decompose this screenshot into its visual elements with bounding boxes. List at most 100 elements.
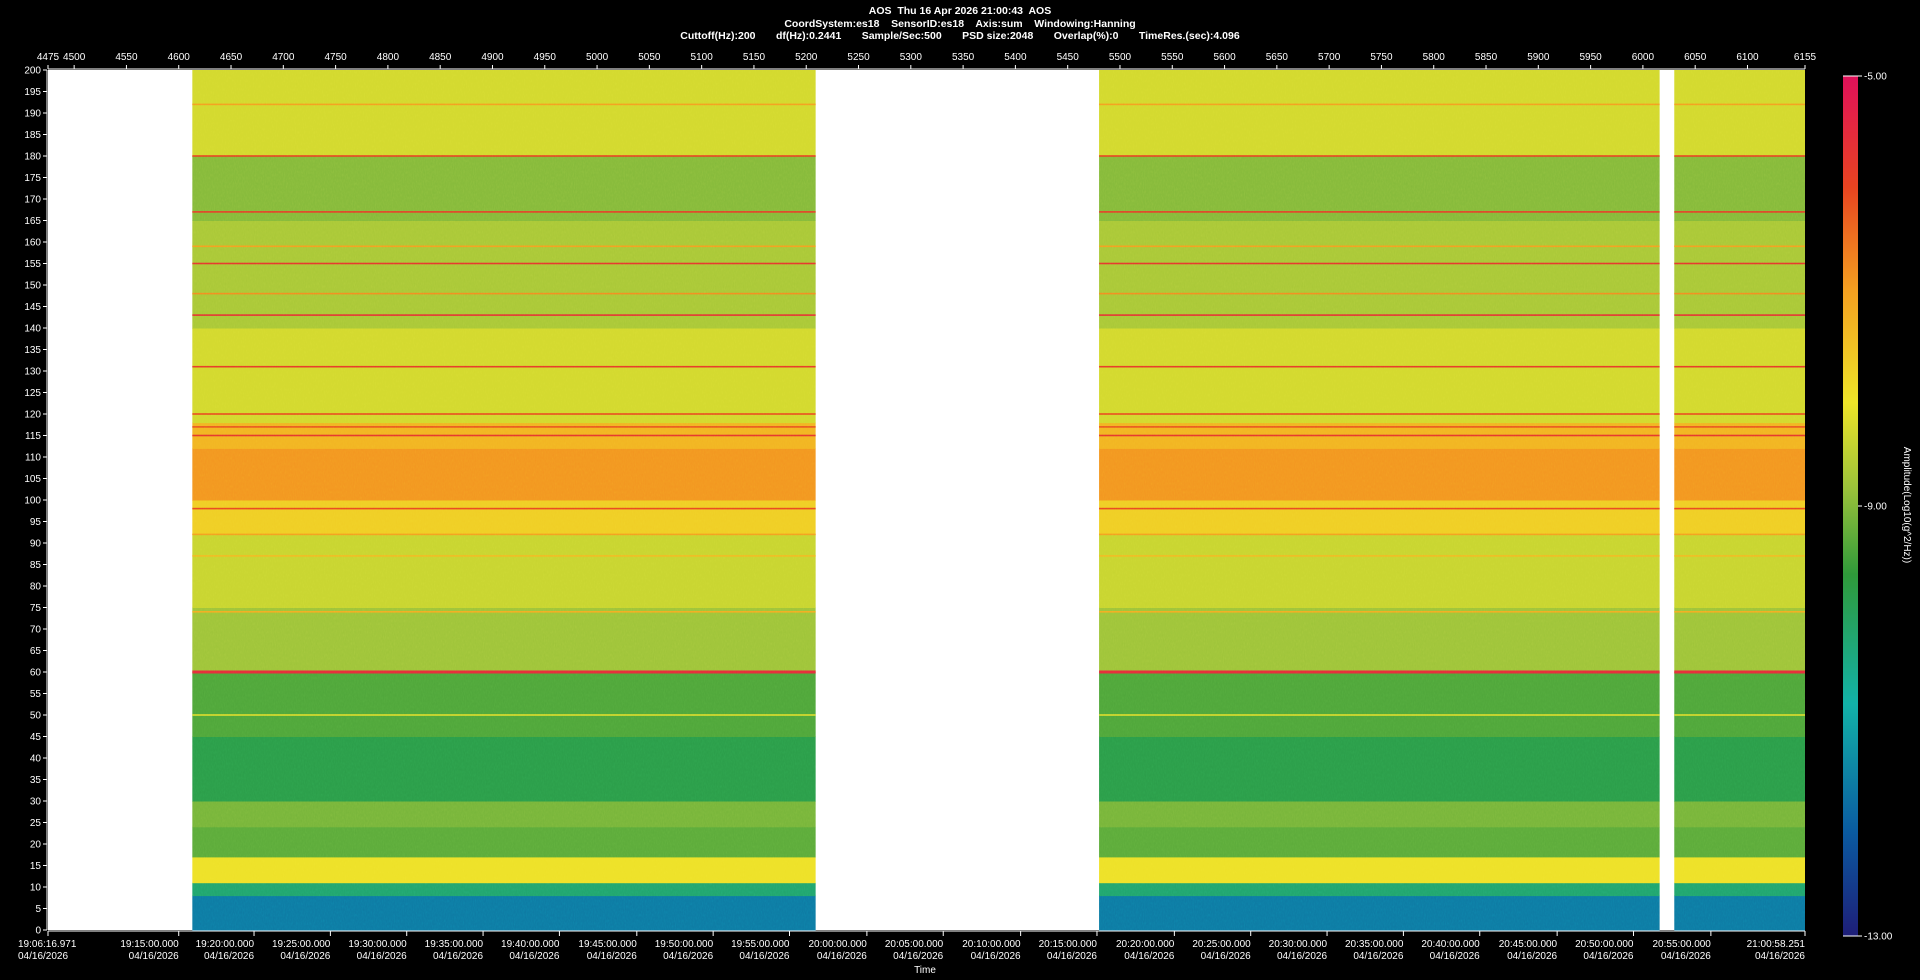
- y-tick-label: 100: [24, 496, 41, 507]
- top-tick-label: 5100: [691, 52, 714, 63]
- top-tick-label: 4800: [377, 52, 400, 63]
- x-tick-time: 19:45:00.000: [578, 939, 637, 950]
- data-segment: [1099, 70, 1660, 931]
- y-tick-label: 95: [30, 517, 42, 528]
- y-tick-label: 50: [30, 711, 42, 722]
- top-tick-label: 4650: [220, 52, 243, 63]
- x-tick-date: 04/16/2026: [1201, 951, 1251, 962]
- x-tick-time: 19:20:00.000: [196, 939, 255, 950]
- y-tick-label: 90: [30, 539, 42, 550]
- x-tick-date: 04/16/2026: [509, 951, 559, 962]
- y-tick-label: 75: [30, 603, 42, 614]
- top-tick-label: 4850: [429, 52, 452, 63]
- x-tick-date: 04/16/2026: [204, 951, 254, 962]
- x-tick-date: 04/16/2026: [18, 951, 68, 962]
- top-tick-label: 5900: [1527, 52, 1550, 63]
- y-tick-label: 190: [24, 109, 41, 120]
- x-tick-date: 04/16/2026: [1047, 951, 1097, 962]
- x-tick-date: 04/16/2026: [1124, 951, 1174, 962]
- x-tick-date: 04/16/2026: [1661, 951, 1711, 962]
- y-tick-label: 40: [30, 754, 42, 765]
- x-tick-time: 20:05:00.000: [885, 939, 944, 950]
- x-tick-date: 04/16/2026: [129, 951, 179, 962]
- y-tick-label: 125: [24, 388, 41, 399]
- noise-texture: [1099, 70, 1660, 930]
- top-tick-label: 4750: [324, 52, 347, 63]
- y-tick-label: 10: [30, 883, 42, 894]
- x-tick-date: 04/16/2026: [1353, 951, 1403, 962]
- top-tick-label: 5850: [1475, 52, 1498, 63]
- top-tick-label: 5700: [1318, 52, 1341, 63]
- top-tick-label: 6100: [1736, 52, 1759, 63]
- top-tick-label: 5950: [1579, 52, 1602, 63]
- top-tick-label: 4950: [534, 52, 557, 63]
- x-tick-time: 19:25:00.000: [272, 939, 331, 950]
- x-tick-date: 04/16/2026: [357, 951, 407, 962]
- x-tick-date: 04/16/2026: [1755, 951, 1805, 962]
- y-tick-label: 155: [24, 259, 41, 270]
- y-tick-label: 145: [24, 302, 41, 313]
- top-tick-label: 5450: [1057, 52, 1080, 63]
- y-tick-label: 60: [30, 668, 42, 679]
- y-tick-label: 150: [24, 281, 41, 292]
- x-tick-date: 04/16/2026: [1277, 951, 1327, 962]
- y-tick-label: 185: [24, 130, 41, 141]
- top-tick-label: 5150: [743, 52, 766, 63]
- x-tick-time: 20:20:00.000: [1116, 939, 1175, 950]
- x-tick-time: 20:15:00.000: [1039, 939, 1098, 950]
- y-tick-label: 200: [24, 66, 41, 77]
- y-tick-label: 115: [25, 431, 41, 442]
- noise-texture: [192, 70, 816, 930]
- y-tick-label: 45: [30, 732, 42, 743]
- top-tick-label: 5350: [952, 52, 975, 63]
- y-tick-label: 135: [24, 345, 41, 356]
- chart-title: AOS Thu 16 Apr 2026 21:00:43 AOS: [868, 5, 1052, 17]
- x-tick-time: 20:00:00.000: [808, 939, 867, 950]
- x-tick-date: 04/16/2026: [587, 951, 637, 962]
- top-tick-label: 5050: [638, 52, 661, 63]
- x-tick-time: 20:55:00.000: [1652, 939, 1711, 950]
- top-tick-label: 4500: [63, 52, 86, 63]
- colorbar-tick-label: -5.00: [1864, 72, 1887, 83]
- x-tick-date: 04/16/2026: [1430, 951, 1480, 962]
- top-index-axis: 4475 4500 4550 4600 4650 4700 4750 4800 4850 4900…: [37, 52, 1817, 70]
- y-tick-label: 70: [30, 625, 42, 636]
- colorbar-tick-label: -9.00: [1864, 502, 1887, 513]
- x-tick-date: 04/16/2026: [817, 951, 867, 962]
- colorbar-tick-label: -13.00: [1864, 932, 1893, 943]
- x-tick-time: 20:50:00.000: [1575, 939, 1634, 950]
- top-tick-label: 4475: [37, 52, 60, 63]
- x-tick-time: 19:55:00.000: [731, 939, 790, 950]
- chart-subtitle-params: Cuttoff(Hz):200 df(Hz):0.2441 Sample/Sec…: [680, 30, 1240, 42]
- x-tick-time: 19:50:00.000: [655, 939, 714, 950]
- top-tick-label: 4700: [272, 52, 295, 63]
- top-tick-label: 5600: [1213, 52, 1236, 63]
- x-tick-time: 20:40:00.000: [1421, 939, 1480, 950]
- time-axis: 19:06:16.97104/16/202619:15:00.00004/16/…: [18, 930, 1806, 962]
- y-tick-label: 35: [30, 775, 42, 786]
- x-tick-date: 04/16/2026: [663, 951, 713, 962]
- x-tick-time: 20:35:00.000: [1345, 939, 1404, 950]
- data-segment: [192, 70, 816, 931]
- x-tick-date: 04/16/2026: [1507, 951, 1557, 962]
- colorbar-label: Amplitude(Log10(g^2/Hz)): [1901, 447, 1912, 563]
- x-tick-date: 04/16/2026: [893, 951, 943, 962]
- x-tick-time: 20:25:00.000: [1192, 939, 1251, 950]
- top-tick-label: 4900: [481, 52, 504, 63]
- x-tick-date: 04/16/2026: [433, 951, 483, 962]
- top-tick-label: 5300: [900, 52, 923, 63]
- y-tick-label: 30: [30, 797, 42, 808]
- x-tick-time: 19:06:16.971: [18, 939, 77, 950]
- y-tick-label: 130: [24, 367, 41, 378]
- y-tick-label: 25: [30, 818, 42, 829]
- y-tick-label: 160: [24, 238, 41, 249]
- y-tick-label: 180: [24, 152, 41, 163]
- x-tick-time: 20:45:00.000: [1499, 939, 1558, 950]
- top-tick-label: 5000: [586, 52, 609, 63]
- noise-texture: [1674, 70, 1805, 930]
- x-tick-time: 19:35:00.000: [425, 939, 484, 950]
- x-tick-time: 19:40:00.000: [501, 939, 560, 950]
- y-tick-label: 55: [30, 689, 42, 700]
- chart-subtitle-sensor: CoordSystem:es18 SensorID:es18 Axis:sum …: [784, 18, 1136, 30]
- top-tick-label: 6050: [1684, 52, 1707, 63]
